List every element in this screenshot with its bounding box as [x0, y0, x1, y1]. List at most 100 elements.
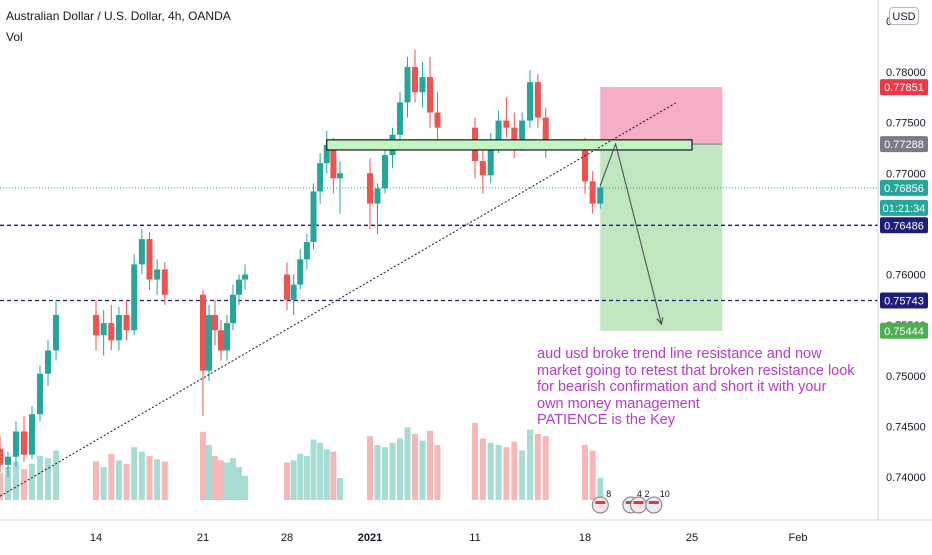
volume-bar [374, 445, 381, 500]
volume-bar [582, 445, 588, 500]
candle-body [374, 188, 381, 204]
currency-button[interactable]: USD [889, 7, 919, 25]
trade-idea-annotation: aud usd broke trend line resistance and … [537, 346, 867, 429]
price-tag-label: 0.77851 [884, 82, 924, 94]
volume-bar [290, 460, 297, 500]
price-tag-label: 0.76856 [884, 183, 924, 195]
volume-bar [323, 449, 330, 500]
candle-body [123, 315, 130, 331]
price-tags-layer: 0.77851 0.77288 0.76856 01:21:34 0.76486 0.75… [880, 79, 928, 339]
volume-bar [108, 453, 115, 500]
volume-bar [330, 451, 337, 500]
economic-event-icon[interactable]: 10 [645, 489, 670, 514]
volume-bar [242, 475, 248, 500]
time-tick-label: 11 [469, 532, 480, 544]
volume-bar [230, 458, 236, 500]
volume-bar [511, 441, 518, 500]
candle-body [495, 120, 502, 141]
symbol-title[interactable]: Australian Dollar / U.S. Dollar, 4h, OAN… [6, 9, 231, 23]
candle-body [487, 140, 494, 176]
price-tick-label: 0.77500 [886, 118, 926, 130]
candle-body [542, 117, 549, 148]
volume-bar [534, 434, 541, 500]
volume-bar [542, 436, 549, 500]
time-axis[interactable]: 14 21 28 2021 11 18 25 Feb [90, 532, 808, 544]
candle-body [479, 161, 486, 176]
volume-bar [297, 453, 304, 500]
volume-bar [503, 447, 510, 500]
volume-bar [589, 450, 596, 500]
volume-bar [412, 434, 418, 500]
candle-body [412, 66, 418, 93]
flag-circle [645, 496, 663, 514]
profit-target-zone [600, 144, 723, 331]
volume-bar [419, 440, 426, 500]
candle-body [303, 242, 310, 260]
candle-body [597, 187, 604, 204]
volume-bar [472, 423, 478, 500]
candle-body [131, 264, 138, 331]
price-tag-box [880, 79, 928, 96]
candle-body [242, 274, 248, 280]
candle-body [367, 173, 373, 204]
price-tag-label: 0.75743 [884, 296, 924, 308]
candle-body [290, 284, 297, 300]
price-tick-label: 0.75000 [886, 371, 926, 383]
volume-bar [434, 445, 441, 500]
candle-body [21, 431, 27, 455]
drawings-layer [0, 101, 693, 497]
volume-bar [146, 456, 153, 500]
volume-bar [382, 447, 388, 500]
volume-bar [115, 460, 122, 500]
flag-circle [630, 496, 647, 514]
candle-body [108, 323, 115, 341]
candle-body [397, 102, 403, 135]
candle-body [236, 279, 242, 295]
volume-bar [21, 469, 27, 500]
price-tag-box [880, 292, 928, 309]
candle-body [310, 191, 317, 243]
volume-bar [13, 461, 19, 500]
volume-bar [427, 430, 433, 500]
price-tag-box [880, 199, 928, 216]
candle-body [527, 82, 533, 121]
flag-stripe [648, 501, 659, 504]
price-tag-box [880, 322, 928, 339]
annotation-line: own money management [537, 395, 700, 412]
event-count: 10 [660, 489, 670, 499]
volume-bar [131, 447, 138, 500]
candle-body [589, 181, 596, 204]
annotation-line: PATIENCE is the Key [537, 412, 676, 428]
volume-bar [337, 478, 343, 500]
candle-body [115, 315, 122, 341]
candle-body [45, 350, 51, 374]
price-tag-label: 0.76486 [884, 220, 924, 232]
level-lines-layer [0, 187, 878, 302]
candle-body [434, 112, 441, 128]
flag-circle [591, 496, 609, 514]
candle-body [323, 144, 330, 164]
volume-bar [45, 458, 51, 500]
volume-bar [218, 460, 224, 500]
candle-body [284, 274, 290, 300]
volume-indicator-label[interactable]: Vol [6, 30, 23, 44]
candle-body [100, 323, 107, 336]
economic-event-icon[interactable]: 8 [591, 489, 611, 514]
candle-body [37, 373, 43, 415]
candle-body [161, 269, 168, 295]
candle-body [419, 77, 426, 93]
candle-body [206, 315, 212, 371]
volume-bar [487, 442, 494, 500]
volume-bar [519, 450, 526, 500]
candle-body [13, 431, 19, 457]
economic-event-icon[interactable]: 2 [630, 489, 650, 514]
candle-body [519, 120, 526, 143]
candle-body [337, 173, 343, 179]
candle-body [297, 259, 304, 285]
candle-body [330, 144, 337, 179]
candle-body [0, 448, 3, 465]
annotation-line: for bearish confirmation and short it wi… [537, 379, 827, 395]
time-tick-label: 18 [579, 532, 591, 544]
